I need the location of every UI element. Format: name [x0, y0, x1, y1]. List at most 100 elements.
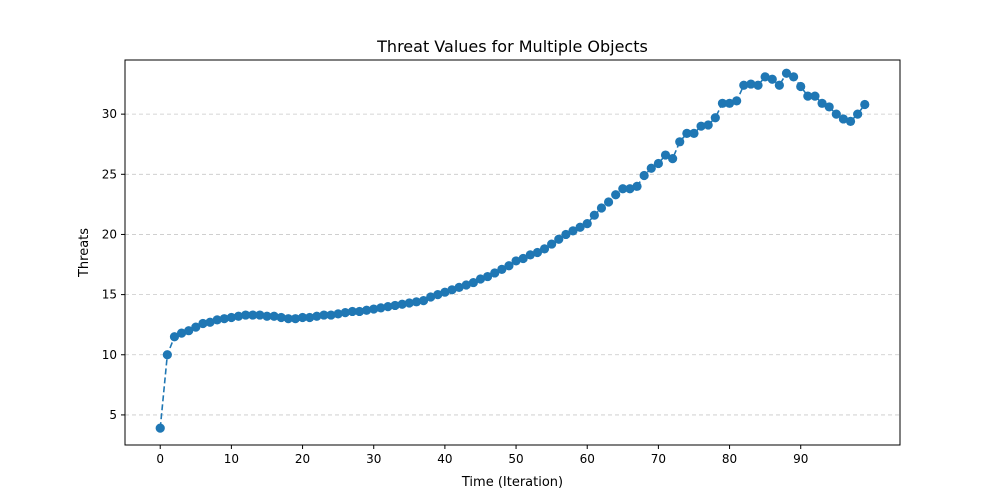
data-point: [817, 98, 827, 108]
data-point: [603, 197, 614, 207]
data-point: [226, 312, 236, 323]
data-point: [433, 290, 443, 300]
data-point: [319, 310, 329, 320]
data-point: [675, 137, 685, 147]
data-point: [539, 244, 550, 254]
data-point: [547, 239, 557, 249]
data-point: [810, 91, 820, 101]
data-point: [390, 300, 400, 311]
data-point: [554, 234, 564, 244]
data-point: [781, 68, 792, 78]
data-point: [297, 312, 308, 323]
data-point: [860, 99, 870, 110]
data-point: [689, 128, 699, 138]
data-point: [475, 274, 486, 284]
data-point: [233, 311, 244, 321]
data-point: [333, 309, 343, 319]
data-point: [803, 91, 813, 101]
data-point: [589, 210, 599, 220]
data-point: [838, 114, 849, 124]
data-point: [490, 268, 500, 278]
y-tick-label: 20: [102, 227, 117, 241]
data-point: [191, 322, 201, 332]
x-tick-label: 10: [224, 452, 239, 466]
data-point: [746, 79, 756, 89]
x-tick-label: 70: [651, 452, 666, 466]
x-tick-label: 80: [722, 452, 737, 466]
data-point: [611, 190, 621, 200]
y-tick-label: 5: [109, 408, 117, 422]
data-point: [653, 158, 663, 169]
data-point: [404, 298, 414, 308]
data-point: [354, 306, 365, 317]
grid-lines: [125, 113, 900, 416]
data-point: [169, 332, 180, 342]
data-point: [241, 310, 251, 320]
data-point: [575, 222, 585, 232]
data-point: [305, 312, 315, 323]
data-point: [703, 120, 713, 130]
y-axis-label: Threats: [77, 228, 92, 278]
data-point: [362, 305, 372, 315]
data-point: [853, 109, 863, 119]
data-point: [525, 250, 535, 260]
data-point: [668, 154, 678, 164]
data-point: [831, 109, 841, 119]
data-point: [511, 256, 521, 266]
x-tick-label: 30: [366, 452, 381, 466]
data-point: [176, 328, 187, 338]
data-point: [383, 302, 393, 312]
data-point: [248, 310, 258, 320]
data-point: [646, 163, 656, 173]
x-tick-label: 0: [156, 452, 164, 466]
x-axis-label: Time (Iteration): [461, 475, 563, 490]
y-tick-label: 15: [102, 288, 117, 302]
data-point: [789, 72, 799, 82]
data-point: [290, 314, 301, 324]
data-point: [497, 264, 507, 274]
data-point: [411, 297, 422, 307]
data-point: [696, 121, 706, 131]
data-point: [255, 310, 265, 320]
data-point: [162, 350, 172, 360]
data-point: [582, 219, 592, 229]
data-point: [276, 312, 286, 323]
data-point: [710, 113, 720, 123]
plot-area-frame: [124, 59, 901, 446]
data-point: [283, 314, 293, 324]
data-point: [426, 292, 436, 302]
x-tick-label: 50: [508, 452, 523, 466]
y-tick-label: 10: [102, 348, 117, 362]
data-point: [625, 184, 635, 194]
data-point: [340, 308, 350, 318]
data-point: [461, 280, 471, 290]
data-point: [468, 277, 478, 288]
data-point: [447, 285, 457, 295]
y-axis: 5 10 15 20 25 30: [102, 107, 125, 422]
data-point: [347, 306, 357, 317]
x-tick-label: 90: [793, 452, 808, 466]
x-axis: 0 10 20 30 40 50 60 70 80 90: [156, 445, 808, 466]
data-point: [454, 282, 464, 292]
data-point: [568, 226, 578, 236]
data-point: [205, 317, 215, 327]
data-point: [532, 247, 543, 258]
data-point: [660, 150, 671, 160]
data-point: [418, 296, 429, 306]
data-point: [717, 98, 728, 108]
chart-title: Threat Values for Multiple Objects: [376, 37, 648, 56]
data-point: [596, 203, 607, 213]
data-point: [796, 81, 806, 92]
data-point: [482, 271, 493, 282]
data-point: [632, 181, 642, 191]
data-point: [753, 80, 763, 90]
series-layer: [155, 68, 870, 433]
data-point: [518, 253, 528, 264]
data-point: [618, 184, 628, 194]
data-point: [639, 170, 649, 181]
data-point: [369, 304, 379, 314]
data-point: [312, 311, 322, 321]
data-point: [845, 116, 856, 126]
y-tick-label: 30: [102, 107, 117, 121]
